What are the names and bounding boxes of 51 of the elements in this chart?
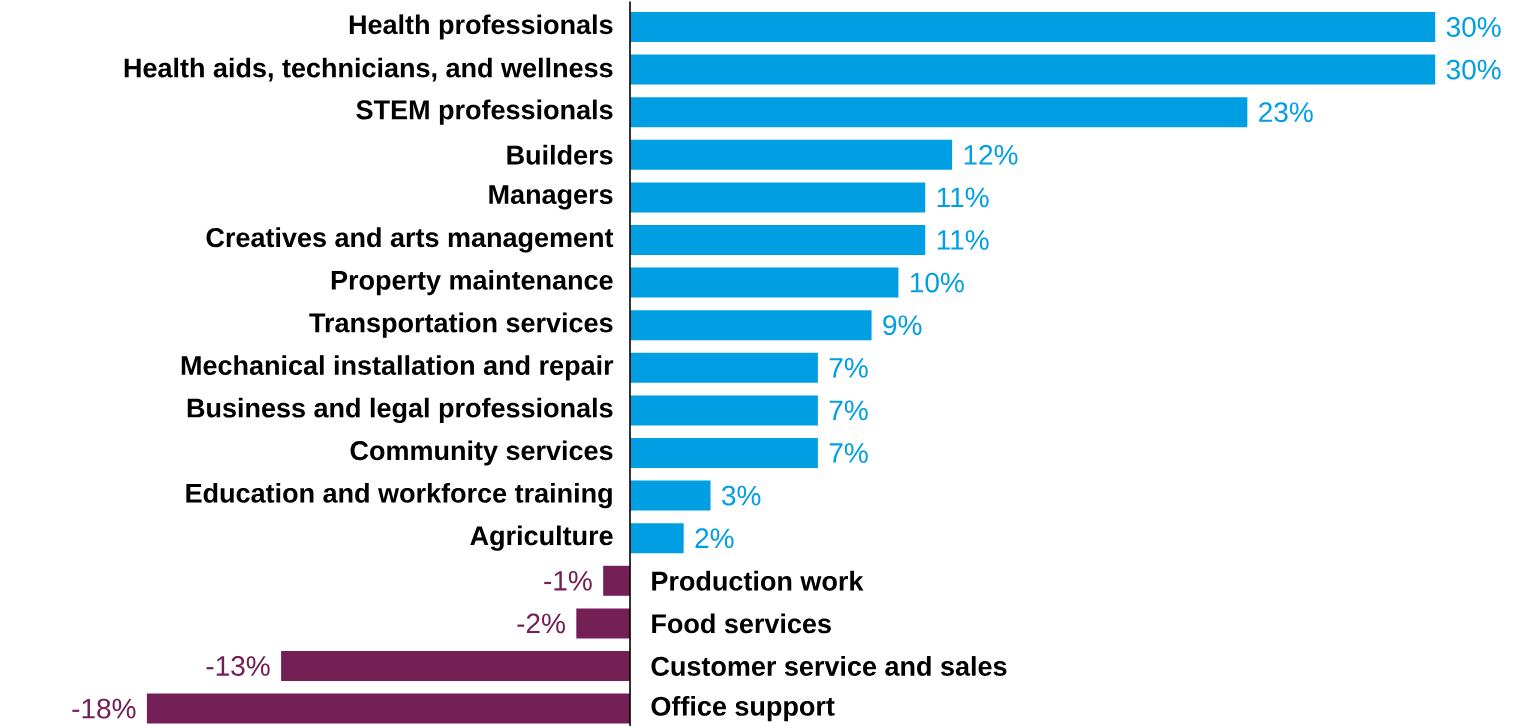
bar <box>630 310 872 341</box>
y-tick-label: Production work <box>652 570 864 591</box>
data-label: 7% <box>829 443 868 463</box>
data-label: 30% <box>1446 59 1501 80</box>
data-label: -2% <box>517 613 565 634</box>
data-label: 23% <box>1259 102 1313 123</box>
data-label: 3% <box>722 485 761 506</box>
bar <box>630 437 818 468</box>
data-label: 9% <box>883 315 922 336</box>
bar <box>576 608 631 639</box>
y-tick-label: Creatives and arts management <box>206 227 614 253</box>
bar <box>630 182 926 213</box>
data-label: -13% <box>206 656 270 676</box>
y-tick-label: Builders <box>507 144 613 165</box>
data-label: 30% <box>1446 17 1501 37</box>
bar <box>630 480 711 511</box>
y-tick-label: Transportation services <box>309 312 613 338</box>
data-label: 11% <box>937 230 989 250</box>
data-label: 11% <box>937 187 989 208</box>
y-tick-label: Health aids, technicians, and wellness <box>124 57 613 82</box>
bar <box>146 693 631 724</box>
bar <box>630 139 953 170</box>
y-tick-label: STEM professionals <box>356 99 613 125</box>
data-label: 2% <box>695 528 734 549</box>
bar <box>603 565 631 596</box>
data-label: 7% <box>829 357 868 378</box>
y-tick-label: Health professionals <box>349 14 613 40</box>
bar <box>281 651 631 681</box>
y-tick-label: Education and workforce training <box>186 482 612 509</box>
y-tick-label: Managers <box>489 185 613 210</box>
bar <box>630 395 818 426</box>
y-tick-label: Property maintenance <box>331 270 613 296</box>
data-label: 12% <box>964 144 1018 165</box>
y-tick-label: Customer service and sales <box>651 656 1007 676</box>
y-tick-label: Mechanical installation and repair <box>181 355 614 381</box>
bar <box>630 352 818 383</box>
y-tick-label: Food services <box>652 613 831 634</box>
bar <box>630 267 899 298</box>
y-tick-label: Business and legal professionals <box>187 397 613 424</box>
data-label: 10% <box>910 272 964 293</box>
bar <box>630 97 1248 128</box>
bar <box>630 54 1436 85</box>
y-tick-label: Office support <box>651 696 835 722</box>
data-label: 7% <box>829 400 868 421</box>
bar <box>630 523 684 554</box>
bar <box>630 224 926 255</box>
y-tick-label: Community services <box>350 440 613 466</box>
bar <box>630 11 1436 42</box>
data-label: -18% <box>72 698 136 719</box>
y-tick-label: Agriculture <box>470 525 613 551</box>
data-label: -1% <box>544 570 592 591</box>
